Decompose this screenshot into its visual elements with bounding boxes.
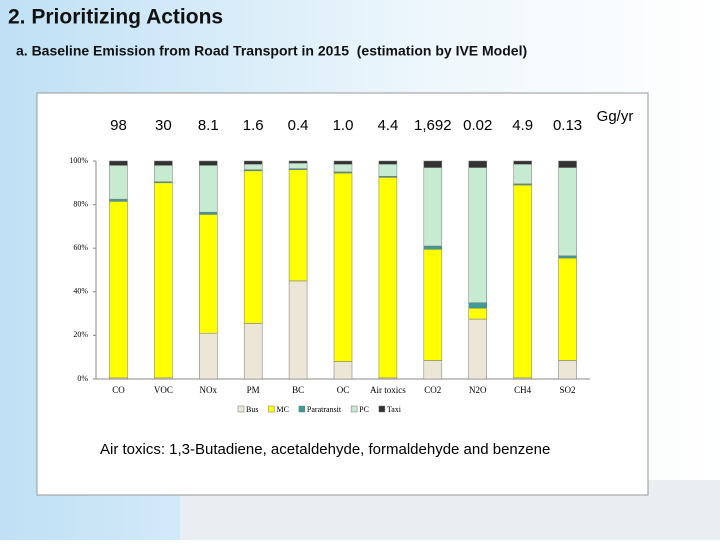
legend-swatch bbox=[298, 405, 306, 413]
total-label: 98 bbox=[110, 117, 127, 134]
bar-segment bbox=[199, 160, 218, 166]
total-label: 0.02 bbox=[463, 117, 492, 134]
total-label: 0.4 bbox=[288, 117, 309, 134]
bar-segment bbox=[513, 160, 532, 165]
bar-segment bbox=[558, 255, 577, 259]
bar-segment bbox=[199, 332, 218, 380]
legend-label: MC bbox=[276, 405, 288, 414]
bar-segment bbox=[333, 164, 353, 173]
legend-label: Taxi bbox=[387, 405, 402, 414]
y-tick-label: 20% bbox=[73, 330, 88, 339]
bar-segment bbox=[423, 167, 443, 247]
bar-segment bbox=[199, 165, 218, 213]
x-tick-label: SO2 bbox=[560, 385, 576, 395]
bar-segment bbox=[109, 201, 128, 379]
bar-segment bbox=[333, 160, 353, 165]
bar-segment bbox=[468, 302, 487, 309]
total-label: 0.13 bbox=[553, 117, 582, 134]
x-tick-label: CO2 bbox=[424, 385, 441, 395]
bar-segment bbox=[423, 249, 443, 361]
slide-title: 2. Prioritizing Actions bbox=[8, 6, 223, 29]
total-label: 4.9 bbox=[512, 117, 533, 134]
bar-segment bbox=[333, 172, 353, 362]
x-tick-label: NOx bbox=[200, 385, 218, 395]
bar-segment bbox=[468, 318, 487, 380]
bar-segment bbox=[513, 164, 532, 185]
bar-segment bbox=[423, 360, 443, 380]
bar-segment bbox=[288, 169, 308, 282]
bar-segment bbox=[109, 165, 128, 200]
x-tick-label: Air toxics bbox=[370, 385, 406, 395]
bar-segment bbox=[513, 184, 532, 379]
legend-swatch bbox=[268, 405, 275, 413]
bar-segment bbox=[423, 245, 443, 250]
unit-label: Gg/yr bbox=[597, 108, 634, 125]
bar-segment bbox=[558, 257, 577, 361]
bar-segment bbox=[243, 160, 263, 165]
bar-segment bbox=[154, 182, 173, 379]
x-tick-label: N2O bbox=[469, 385, 487, 395]
bar-segment bbox=[423, 160, 443, 168]
total-label: 4.4 bbox=[377, 117, 398, 134]
legend-swatch bbox=[237, 405, 245, 413]
bar-segment bbox=[468, 160, 487, 168]
total-label: 1.0 bbox=[333, 117, 354, 134]
x-tick-label: BC bbox=[292, 385, 304, 395]
x-tick-label: VOC bbox=[154, 385, 173, 395]
total-label: 8.1 bbox=[198, 117, 219, 134]
bar-segment bbox=[378, 164, 398, 177]
total-label: 1,692 bbox=[414, 117, 452, 134]
legend-label: Paratransit bbox=[307, 405, 342, 414]
y-tick-label: 60% bbox=[73, 243, 88, 252]
bar-segment bbox=[288, 160, 308, 164]
bar-segment bbox=[558, 167, 577, 257]
bar-segment bbox=[243, 323, 263, 380]
y-tick-label: 80% bbox=[73, 199, 88, 208]
bar-segment bbox=[199, 214, 218, 334]
bar-segment bbox=[109, 160, 128, 166]
bar-segment bbox=[333, 361, 353, 380]
bar-segment bbox=[199, 211, 218, 215]
bar-segment bbox=[288, 162, 308, 169]
x-tick-label: CO bbox=[112, 385, 125, 395]
y-tick-label: 0% bbox=[77, 374, 88, 383]
bar-segment bbox=[378, 177, 398, 379]
bar-segment bbox=[468, 167, 487, 303]
x-tick-label: OC bbox=[337, 385, 350, 395]
legend-swatch bbox=[350, 405, 358, 413]
slide-subtitle: a. Baseline Emission from Road Transport… bbox=[16, 43, 527, 59]
bar-segment bbox=[109, 198, 128, 202]
note: Air toxics: 1,3-Butadiene, acetaldehyde,… bbox=[100, 441, 550, 458]
legend-label: PC bbox=[359, 405, 369, 414]
y-tick-label: 40% bbox=[73, 287, 88, 296]
total-label: 1.6 bbox=[243, 117, 264, 134]
bar-segment bbox=[243, 164, 263, 170]
total-label: 30 bbox=[155, 117, 172, 134]
bar-segment bbox=[468, 307, 487, 320]
legend-swatch bbox=[378, 405, 386, 413]
legend-label: Bus bbox=[246, 405, 258, 414]
bar-segment bbox=[558, 360, 577, 380]
bar-segment bbox=[378, 160, 398, 165]
bar-segment bbox=[154, 160, 173, 166]
x-tick-label: CH4 bbox=[514, 385, 532, 395]
x-tick-label: PM bbox=[247, 385, 260, 395]
bar-segment bbox=[243, 170, 263, 324]
bar-segment bbox=[558, 160, 577, 168]
bar-segment bbox=[154, 165, 173, 182]
bar-segment bbox=[288, 280, 308, 380]
y-tick-label: 100% bbox=[69, 156, 88, 165]
